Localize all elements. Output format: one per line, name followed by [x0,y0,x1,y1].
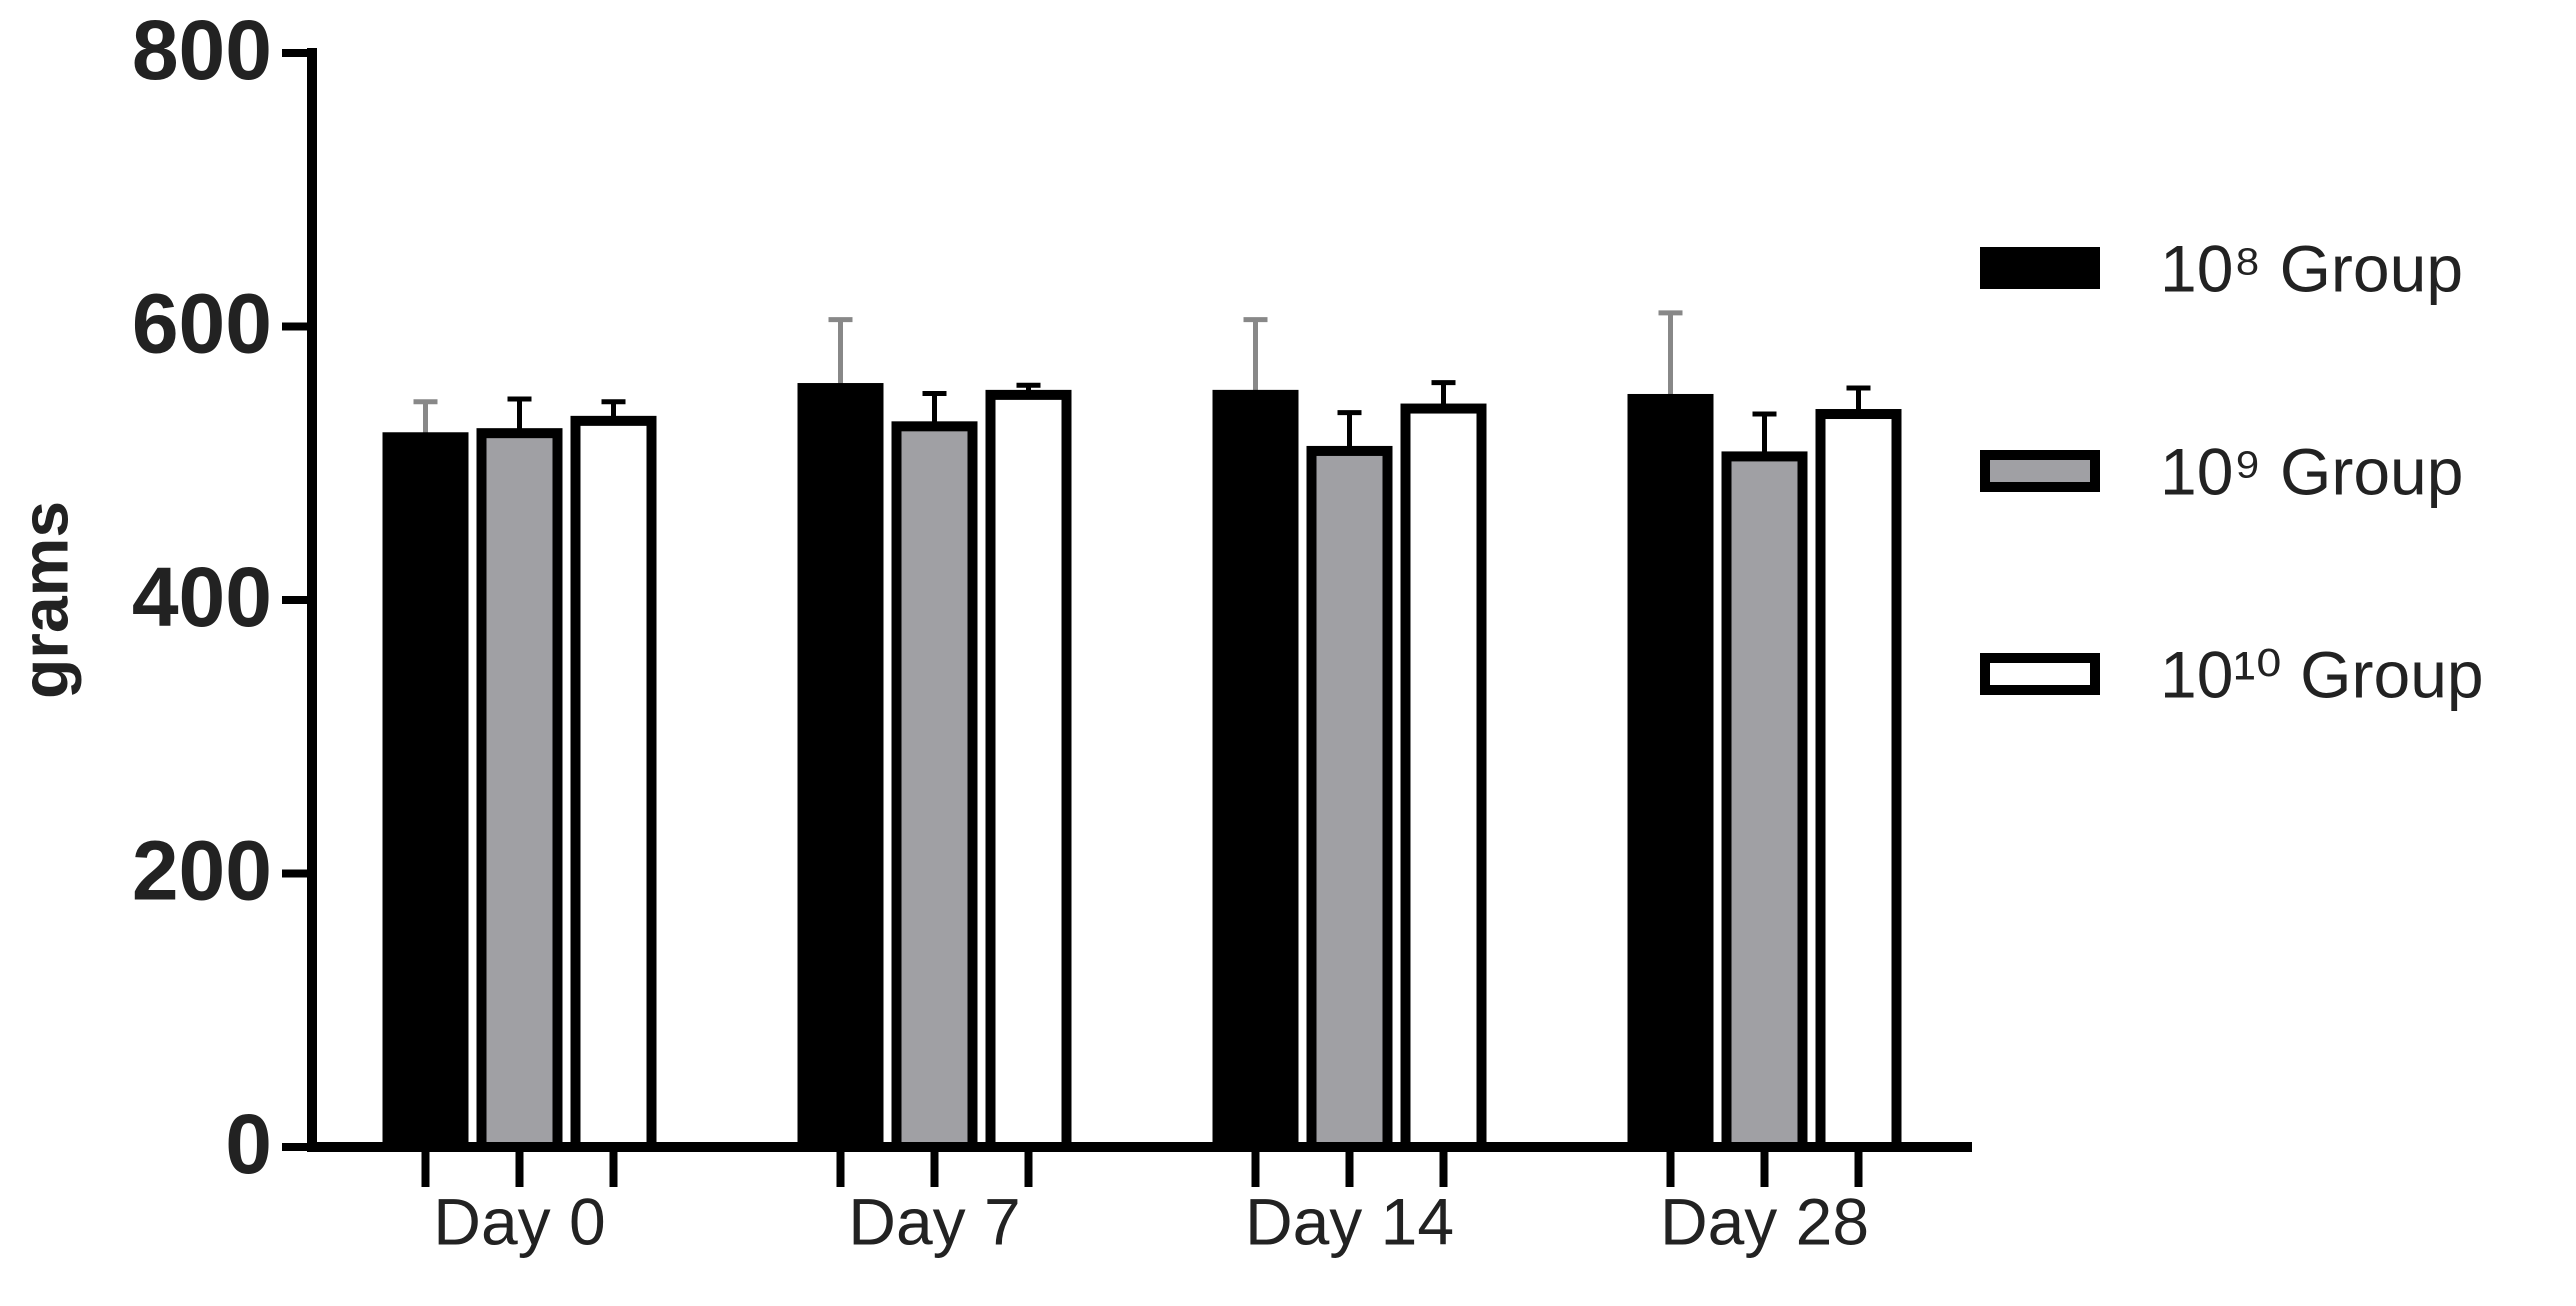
bar [1815,409,1902,1152]
legend-label: 10⁸ Group [2160,231,2463,305]
x-tick-label: Day 0 [433,1184,605,1258]
y-tick-label: 200 [132,824,272,918]
bar [1400,403,1487,1152]
bar [382,432,469,1152]
bar [570,415,657,1153]
legend-label: 10¹⁰ Group [2160,637,2484,711]
legend-swatch [1980,653,2100,695]
bar [985,389,1072,1152]
y-tick-label: 0 [225,1097,272,1191]
x-tick-label: Day 28 [1660,1184,1869,1258]
x-tick-label: Day 14 [1245,1184,1454,1258]
bar [1627,393,1714,1153]
bar [797,383,884,1153]
y-tick-label: 400 [132,550,272,644]
bar [1721,451,1808,1153]
legend-swatch [1980,450,2100,492]
y-axis-label: grams [7,501,81,699]
bar [1212,389,1299,1152]
y-tick-label: 800 [132,3,272,97]
y-tick-label: 600 [132,277,272,371]
bar [476,428,563,1153]
bar [891,421,978,1152]
x-tick-label: Day 7 [848,1184,1020,1258]
legend-label: 10⁹ Group [2160,434,2463,508]
bar [1306,445,1393,1152]
legend-swatch [1980,247,2100,289]
